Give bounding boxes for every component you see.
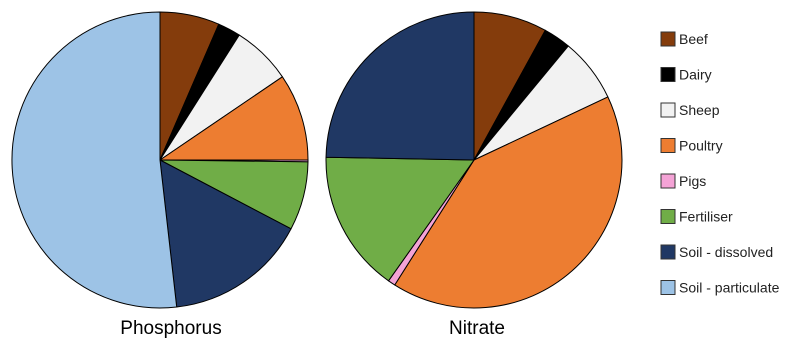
legend-swatch-sheep xyxy=(660,102,676,118)
legend-label-dairy: Dairy xyxy=(679,67,712,83)
legend-label-fertiliser: Fertiliser xyxy=(679,209,733,225)
legend-swatch-soil-dissolved xyxy=(660,244,676,260)
legend: Beef Dairy Sheep Poultry Pigs Fertiliser Soil … xyxy=(660,31,780,296)
legend-label-beef: Beef xyxy=(679,31,708,47)
pie-slice-phosphorus-soil-dissolved xyxy=(159,159,292,308)
legend-label-soil-dissolved: Soil - dissolved xyxy=(679,244,773,260)
legend-label-pigs: Pigs xyxy=(679,173,706,189)
legend-swatch-dairy xyxy=(660,67,676,82)
legend-label-sheep: Sheep xyxy=(679,102,720,118)
pie-slice-nitrate-poultry xyxy=(394,96,623,309)
pie-slice-nitrate-soil-dissolved xyxy=(325,11,475,161)
legend-label-soil-particulate: Soil - particulate xyxy=(679,280,780,296)
pie-nitrate xyxy=(325,11,623,309)
legend-swatch-poultry xyxy=(660,138,676,153)
legend-swatch-pigs xyxy=(660,173,676,189)
legend-swatch-fertiliser xyxy=(660,209,676,224)
pie-slice-phosphorus-poultry xyxy=(159,76,309,161)
legend-label-poultry: Poultry xyxy=(679,138,723,154)
legend-swatch-soil-particulate xyxy=(660,280,676,295)
pie-slice-phosphorus-soil-particulate xyxy=(11,11,178,309)
legend-swatch-beef xyxy=(660,31,676,47)
pie-title-nitrate: Nitrate xyxy=(449,318,505,339)
pie-slice-nitrate-fertiliser xyxy=(325,156,475,282)
pie-phosphorus xyxy=(11,11,309,309)
pie-title-phosphorus: Phosphorus xyxy=(120,318,221,339)
